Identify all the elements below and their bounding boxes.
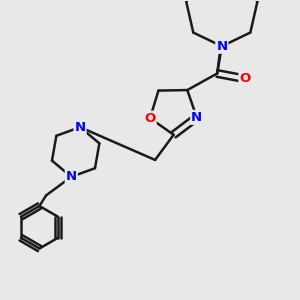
Text: N: N bbox=[216, 40, 227, 53]
Text: O: O bbox=[144, 112, 156, 125]
Text: N: N bbox=[74, 121, 86, 134]
Text: O: O bbox=[239, 72, 251, 85]
Text: N: N bbox=[66, 170, 77, 183]
Text: N: N bbox=[191, 111, 202, 124]
